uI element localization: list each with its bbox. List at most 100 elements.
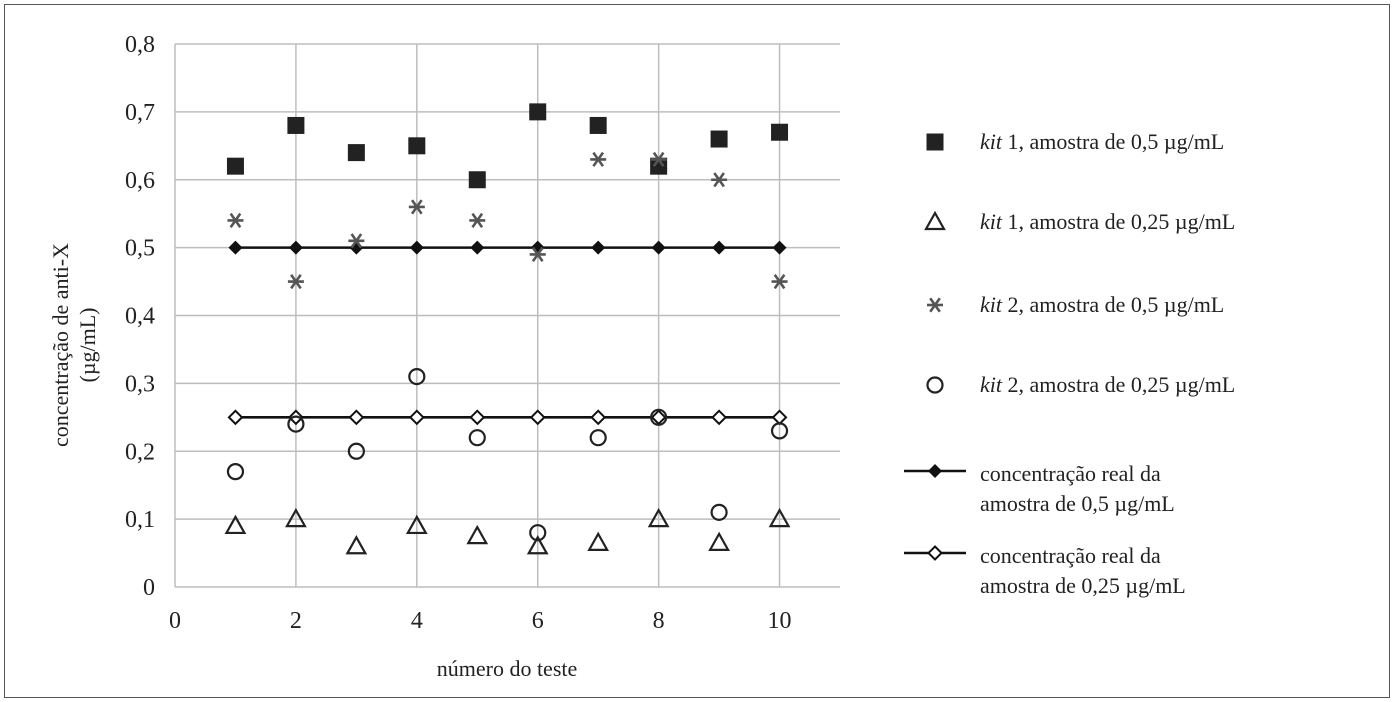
asterisk-stroke — [773, 274, 786, 290]
triangle-marker — [924, 210, 946, 231]
asterisk-stroke — [229, 212, 242, 229]
series-2 — [224, 507, 791, 555]
circle-marker — [529, 524, 547, 542]
data-point — [710, 130, 728, 148]
series-5 — [228, 240, 787, 255]
x-tick-label: 4 — [411, 608, 423, 634]
data-point — [287, 274, 304, 290]
y-tick-label: 0,3 — [125, 371, 155, 397]
x-tick-label: 0 — [169, 608, 181, 634]
diamond-marker — [227, 409, 244, 426]
data-point — [772, 240, 787, 255]
legend-label: kit 2, amostra de 0,25 µg/mL — [980, 372, 1235, 397]
diamond-marker — [711, 409, 728, 426]
square-marker — [650, 157, 668, 175]
circle-marker — [926, 376, 944, 394]
diamond-marker — [927, 545, 943, 561]
data-point — [650, 151, 667, 167]
y-tick-label: 0,4 — [125, 304, 155, 330]
series-layer — [224, 103, 791, 555]
series-3 — [227, 151, 788, 290]
y-tick-label: 0,8 — [125, 32, 155, 58]
x-tick-label: 8 — [653, 608, 665, 634]
data-point — [408, 199, 425, 215]
data-point — [287, 116, 305, 134]
circle-marker — [468, 429, 486, 447]
diamond-marker — [651, 240, 666, 255]
legend-item-1: kit 1, amostra de 0,5 µg/mL — [926, 129, 1224, 154]
diamond-marker — [408, 409, 425, 426]
x-axis-label: número do teste — [437, 656, 578, 681]
data-point — [469, 212, 486, 229]
diamond-marker — [288, 240, 303, 255]
y-tick-label: 0,5 — [125, 236, 155, 262]
legend-item-6: concentração real da amostra de 0,25 µg/m… — [904, 543, 1186, 598]
data-point — [405, 514, 428, 535]
diamond-marker — [228, 240, 243, 255]
legend-marker — [928, 464, 942, 478]
data-point — [526, 535, 549, 555]
diamond-marker — [771, 409, 788, 426]
data-point — [590, 151, 607, 167]
diamond-marker — [470, 240, 485, 255]
data-point — [710, 503, 728, 521]
legend-item-2: kit 1, amostra de 0,25 µg/mL — [924, 209, 1235, 234]
data-point — [591, 240, 606, 255]
axis-layer: 0 0,1 0,2 0,3 0,4 0,5 0,6 0,7 0,8 0 2 4 6 8 10 — [125, 32, 792, 634]
data-point — [529, 246, 546, 262]
asterisk-stroke — [929, 297, 941, 313]
circle-marker — [408, 367, 426, 386]
legend-marker — [927, 545, 943, 561]
data-point — [711, 172, 728, 188]
square-marker — [226, 157, 244, 175]
square-marker — [287, 116, 305, 134]
circle-marker — [710, 503, 728, 521]
circle-marker — [287, 415, 305, 433]
triangle-marker — [224, 514, 247, 535]
legend-item-3: kit 2, amostra de 0,5 µg/mL — [927, 292, 1224, 317]
asterisk-stroke — [652, 151, 665, 167]
y-axis-label-line1: concentração de anti-X — [48, 243, 73, 447]
data-point — [226, 463, 245, 481]
legend-label-line1: concentração real da — [980, 543, 1161, 568]
legend-label: kit 1, amostra de 0,25 µg/mL — [980, 209, 1235, 234]
triangle-marker — [526, 535, 549, 555]
data-point — [647, 507, 670, 528]
data-point — [224, 514, 247, 535]
square-marker — [710, 130, 728, 148]
legend-marker — [924, 210, 946, 231]
asterisk-stroke — [350, 233, 363, 249]
asterisk-stroke — [471, 212, 484, 229]
legend-marker — [927, 297, 943, 313]
diamond-marker — [409, 240, 424, 255]
legend-marker — [926, 376, 944, 394]
data-point — [348, 233, 365, 249]
y-tick-label: 0,2 — [125, 439, 155, 465]
data-point — [468, 171, 486, 189]
y-tick-label: 0,1 — [125, 507, 155, 533]
data-point — [347, 442, 365, 460]
square-marker — [771, 123, 789, 141]
x-tick-label: 2 — [290, 608, 302, 634]
series-1 — [226, 103, 789, 189]
legend-item-5: concentração real da amostra de 0,5 µg/mL — [904, 461, 1175, 516]
chart-frame — [4, 4, 1390, 698]
legend-label: kit 1, amostra de 0,5 µg/mL — [980, 129, 1224, 154]
data-point — [589, 429, 607, 447]
data-point — [712, 240, 727, 255]
data-point — [768, 507, 791, 528]
data-point — [711, 409, 728, 426]
data-point — [589, 116, 607, 134]
data-point — [285, 507, 307, 528]
diamond-marker — [529, 409, 546, 426]
circle-marker — [589, 429, 607, 447]
diamond-marker — [348, 409, 365, 426]
triangle-marker — [647, 507, 670, 528]
square-marker — [408, 137, 426, 155]
data-point — [770, 422, 789, 440]
data-point — [288, 240, 303, 255]
triangle-marker — [768, 507, 791, 528]
diamond-marker — [590, 409, 607, 426]
data-point — [529, 103, 547, 121]
data-point — [470, 240, 485, 255]
